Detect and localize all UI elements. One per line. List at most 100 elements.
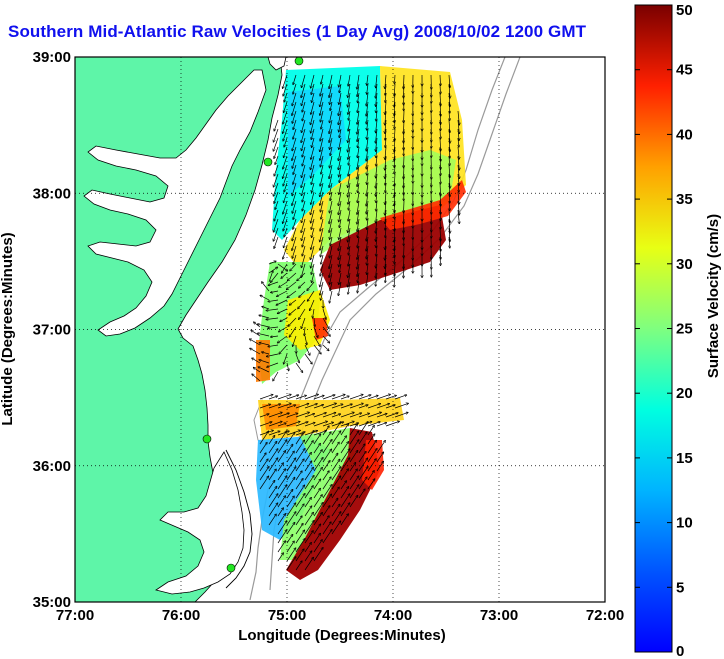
velocity-arrow: [311, 218, 315, 229]
velocity-arrow: [331, 431, 341, 445]
velocity-arrow: [331, 512, 341, 526]
velocity-arrow: [357, 254, 360, 269]
velocity-arrow: [367, 128, 368, 139]
velocity-arrow: [330, 236, 333, 246]
velocity-arrow: [322, 471, 329, 481]
velocity-arrow: [277, 431, 287, 445]
velocity-arrow: [358, 227, 360, 237]
velocity-arrow: [311, 254, 315, 268]
velocity-arrow: [283, 209, 288, 223]
velocity-arrow: [329, 209, 333, 223]
velocity-arrow: [329, 119, 333, 133]
velocity-arrow: [366, 110, 369, 124]
velocity-arrow: [322, 432, 331, 445]
velocity-arrow: [259, 467, 269, 481]
velocity-arrow: [310, 110, 315, 125]
velocity-arrow: [339, 128, 342, 137]
velocity-arrow: [376, 218, 378, 233]
velocity-arrow: [273, 137, 279, 151]
velocity-arrow: [313, 308, 315, 318]
velocity-arrow: [268, 514, 276, 526]
velocity-arrow: [329, 200, 333, 213]
velocity-arrow: [312, 272, 315, 282]
velocity-arrow: [301, 263, 306, 277]
velocity-arrow: [278, 335, 288, 343]
south-zone-green: [280, 428, 356, 560]
velocity-arrow: [385, 110, 386, 125]
velocity-arrow: [301, 137, 306, 150]
velocity-arrow: [301, 164, 306, 177]
velocity-arrow: [394, 272, 395, 287]
velocity-arrow: [288, 317, 297, 326]
velocity-arrow: [320, 281, 324, 295]
velocity-arrow: [283, 164, 288, 178]
velocity-arrow: [322, 422, 333, 427]
velocity-arrow: [284, 92, 288, 102]
velocity-arrow: [394, 209, 395, 219]
velocity-arrow: [313, 434, 321, 445]
velocity-arrow: [385, 101, 386, 114]
velocity-arrow: [259, 414, 269, 418]
velocity-arrow: [320, 101, 324, 115]
velocity-arrow: [304, 461, 312, 472]
velocity-arrow: [295, 530, 304, 544]
x-tick-label: 76:00: [162, 607, 200, 624]
velocity-arrow: [273, 218, 279, 232]
velocity-arrow: [340, 442, 348, 454]
velocity-arrow: [403, 74, 404, 89]
velocity-arrow: [301, 254, 306, 267]
velocity-arrow: [385, 119, 386, 133]
velocity-arrow: [268, 458, 278, 472]
velocity-arrow: [304, 441, 313, 454]
velocity-arrow: [349, 451, 358, 463]
velocity-arrow: [286, 432, 295, 445]
velocity-arrow: [376, 101, 377, 113]
velocity-arrow: [449, 137, 450, 151]
velocity-arrow: [311, 191, 315, 204]
velocity-arrow: [449, 200, 450, 210]
velocity-arrow: [348, 281, 351, 294]
velocity-arrow: [449, 155, 450, 165]
velocity-arrow: [440, 254, 441, 265]
velocity-arrow: [385, 209, 386, 223]
velocity-arrow: [293, 128, 297, 139]
velocity-arrow: [304, 423, 315, 427]
velocity-arrow: [320, 83, 324, 96]
velocity-arrow: [311, 146, 315, 159]
velocity-arrow: [313, 548, 323, 562]
velocity-arrow: [385, 74, 386, 88]
station-marker: [202, 434, 212, 444]
velocity-arrow: [366, 272, 369, 286]
velocity-arrows: [250, 74, 460, 571]
velocity-arrow: [349, 413, 361, 418]
velocity-arrow: [367, 459, 376, 472]
velocity-arrow: [311, 74, 315, 88]
velocity-arrow: [304, 486, 313, 499]
velocity-arrow: [298, 299, 306, 309]
velocity-arrow: [376, 155, 377, 166]
velocity-arrow: [313, 503, 323, 517]
velocity-arrow: [301, 218, 306, 232]
velocity-arrow: [304, 353, 312, 364]
velocity-arrow: [295, 504, 304, 517]
velocity-arrow: [286, 451, 294, 463]
velocity-arrow: [394, 83, 395, 96]
velocity-arrow: [259, 360, 270, 364]
velocity-arrow: [340, 424, 348, 436]
velocity-arrow: [348, 101, 351, 114]
velocity-arrow: [259, 443, 267, 454]
velocity-arrow: [320, 191, 324, 205]
velocity-arrow: [440, 209, 441, 220]
velocity-arrow: [394, 263, 395, 276]
velocity-arrow: [348, 92, 351, 107]
colorbar-tick-label: 45: [676, 62, 693, 79]
y-tick-label: 38:00: [33, 185, 71, 202]
velocity-arrow: [376, 394, 390, 400]
velocity-arrow: [284, 182, 288, 192]
velocity-arrow: [348, 263, 351, 277]
colorbar-tick-label: 0: [676, 643, 684, 659]
velocity-arrow: [284, 146, 288, 157]
velocity-arrow: [440, 101, 441, 116]
velocity-arrow: [376, 128, 378, 143]
